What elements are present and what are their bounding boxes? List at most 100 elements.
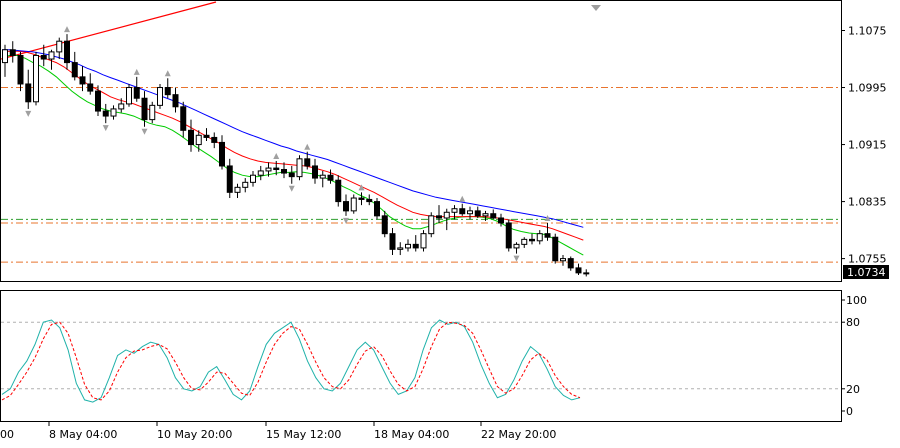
candle — [420, 230, 427, 252]
fractal-down-marker — [343, 217, 349, 224]
candle-body — [188, 129, 194, 146]
candle — [521, 237, 528, 248]
price-tick-label: 1.0915 — [848, 139, 887, 152]
candle — [110, 105, 117, 120]
candle — [141, 91, 148, 127]
fractal-down-marker — [513, 255, 520, 262]
candle-body — [335, 179, 342, 203]
candle — [118, 98, 125, 113]
fractal-up-marker — [544, 214, 551, 221]
candle — [250, 170, 256, 187]
chart-shift-marker[interactable] — [591, 5, 601, 11]
candle — [242, 178, 249, 193]
candle-body — [319, 174, 326, 179]
candle-body — [211, 136, 218, 143]
candle — [397, 242, 404, 256]
candle — [219, 135, 225, 170]
candle-body — [64, 40, 70, 64]
candle-body — [219, 141, 225, 167]
candle-body — [397, 247, 404, 250]
candle — [195, 130, 202, 152]
candle — [389, 227, 396, 256]
candle-body — [513, 243, 520, 249]
candle — [95, 85, 101, 117]
candle-body — [172, 94, 179, 108]
candle — [40, 44, 47, 67]
oscillator-tick-label: 80 — [846, 316, 860, 329]
candle-body — [157, 87, 163, 106]
candle — [567, 256, 574, 271]
candle-body — [250, 174, 256, 183]
fractal-markers — [25, 26, 551, 262]
candle — [203, 128, 210, 141]
candle-body — [350, 197, 357, 212]
oscillator-tick-label: 20 — [846, 383, 860, 396]
price-levels — [1, 87, 841, 263]
candle-body — [381, 215, 388, 235]
time-tick-label: 18 May 04:00 — [374, 428, 449, 441]
candle — [226, 158, 233, 199]
oscillator-series-0 — [1, 319, 581, 403]
candle-body — [560, 258, 566, 262]
moving-average-1 — [1, 50, 584, 241]
fractal-up-marker — [133, 68, 140, 75]
candle-body — [505, 222, 512, 249]
candle — [87, 73, 94, 95]
time-tick-label: 15 May 12:00 — [266, 428, 341, 441]
candle-body — [521, 238, 528, 245]
candle-body — [474, 210, 481, 217]
candle — [343, 194, 349, 216]
oscillator-pane — [0, 290, 842, 422]
candle-body — [2, 49, 8, 64]
price-tick-label: 1.0835 — [848, 196, 887, 209]
candle — [467, 206, 473, 220]
candle — [172, 87, 179, 113]
candle-body — [288, 172, 295, 178]
candle-body — [40, 54, 47, 60]
candle — [490, 209, 497, 220]
candle-body — [95, 90, 101, 112]
fractal-up-marker — [358, 184, 365, 191]
candle-body — [312, 165, 318, 179]
candle-body — [459, 208, 466, 215]
candle — [56, 37, 63, 60]
candle-body — [56, 40, 63, 53]
candle-body — [544, 233, 551, 238]
candle — [234, 183, 241, 199]
candle-body — [265, 167, 272, 172]
time-tick-label: 8 May 04:00 — [49, 428, 117, 441]
candle — [312, 158, 318, 184]
candle — [211, 132, 218, 149]
oscillator-axis: 100 80 20 0 — [841, 294, 867, 418]
candle-body — [164, 87, 171, 96]
candle — [366, 194, 373, 206]
candle — [79, 66, 86, 92]
candle-body — [536, 233, 543, 242]
candle — [25, 69, 32, 109]
candle — [428, 212, 435, 238]
candle — [513, 242, 520, 254]
candle-body — [583, 272, 590, 275]
candle-body — [567, 258, 574, 269]
candle — [17, 51, 24, 92]
fractal-down-marker — [25, 110, 32, 117]
candle-body — [203, 134, 210, 138]
current-price-tag: 1.0734 — [843, 265, 889, 279]
candle — [149, 101, 156, 124]
price-tick-label: 1.0755 — [848, 253, 887, 266]
candle-body — [118, 103, 125, 110]
candle — [257, 165, 264, 181]
candle-body — [141, 97, 148, 121]
fractal-down-marker — [141, 128, 148, 135]
candle-body — [25, 83, 32, 103]
price-tick-label: 1.1075 — [848, 25, 887, 38]
candle — [48, 49, 55, 70]
candle-body — [327, 174, 334, 181]
candle — [436, 205, 442, 223]
candle-body — [575, 267, 582, 274]
candle-body — [33, 54, 39, 103]
candle-body — [490, 213, 497, 219]
candle — [273, 160, 280, 176]
candle-body — [304, 158, 311, 167]
